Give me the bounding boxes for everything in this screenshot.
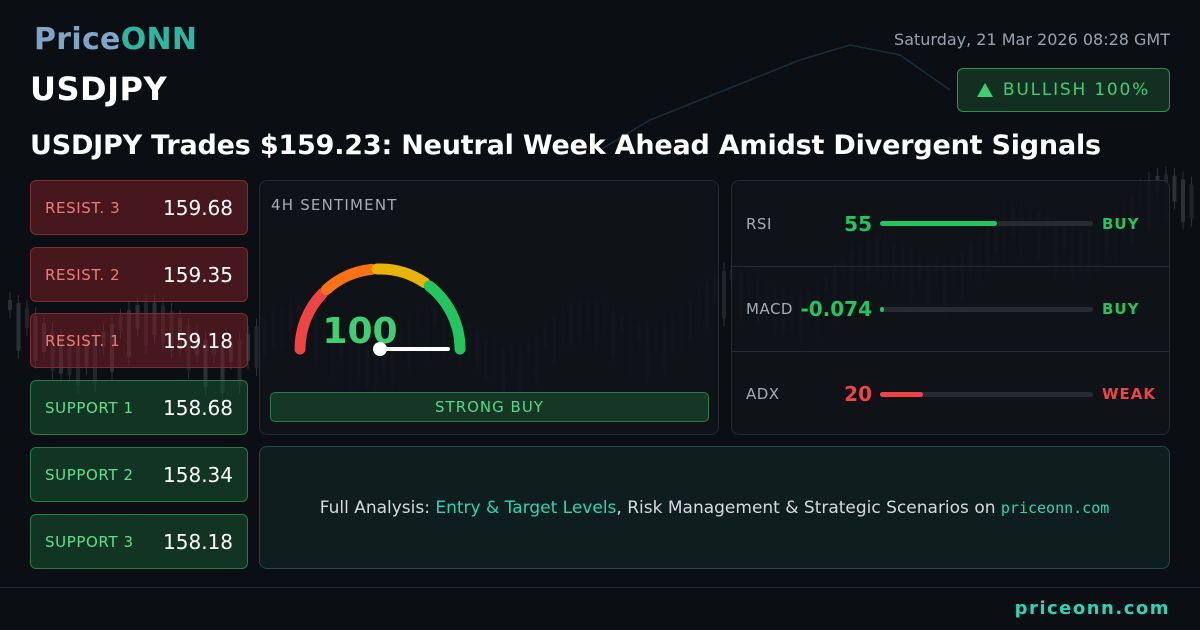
level-value: 158.68 — [163, 395, 233, 420]
bullish-badge: BULLISH 100% — [957, 68, 1170, 112]
level-label: SUPPORT 2 — [45, 465, 134, 484]
ticker-symbol: USDJPY — [30, 70, 168, 108]
indicators-panel: RSI 55 BUY MACD -0.074 BUY ADX 20 WEAK — [731, 180, 1170, 435]
level-value: 158.18 — [163, 529, 233, 554]
indicator-value: 55 — [844, 211, 872, 236]
indicator-name: MACD — [746, 300, 793, 318]
full-analysis-banner[interactable]: Full Analysis: Entry & Target Levels, Ri… — [259, 446, 1170, 569]
resistance-level-3: RESIST. 3 159.68 — [30, 180, 248, 235]
support-level-3: SUPPORT 3 158.18 — [30, 514, 248, 569]
sentiment-score: 100 — [322, 311, 397, 352]
level-label: SUPPORT 3 — [45, 532, 134, 551]
level-label: RESIST. 3 — [45, 198, 121, 217]
sentiment-gauge: 100 — [294, 263, 466, 356]
sentiment-title: 4H SENTIMENT — [271, 196, 398, 214]
indicator-value: 20 — [844, 382, 872, 406]
priceonn-logo: PriceONN — [34, 22, 198, 57]
resistance-level-1: RESIST. 1 159.18 — [30, 313, 248, 368]
level-label: RESIST. 1 — [45, 331, 121, 350]
level-value: 159.35 — [163, 262, 233, 287]
level-value: 159.18 — [163, 328, 233, 353]
level-value: 159.68 — [163, 195, 233, 220]
indicator-bar-track — [880, 306, 1093, 312]
timestamp: Saturday, 21 Mar 2026 08:28 GMT — [894, 30, 1170, 49]
sentiment-panel: 4H SENTIMENT 100 STRONG BUY — [259, 180, 719, 435]
support-level-2: SUPPORT 2 158.34 — [30, 447, 248, 502]
cta-prefix: Full Analysis: — [319, 497, 430, 518]
indicator-signal: BUY — [1102, 300, 1140, 318]
indicator-value: -0.074 — [800, 297, 872, 321]
indicator-row-macd: MACD -0.074 BUY — [732, 266, 1169, 351]
indicator-row-rsi: RSI 55 BUY — [732, 181, 1169, 266]
cta-highlight[interactable]: Entry & Target Levels — [435, 497, 617, 518]
sentiment-signal: STRONG BUY — [270, 392, 709, 422]
level-label: SUPPORT 1 — [45, 398, 134, 417]
cta-middle: , Risk Management & Strategic Scenarios … — [616, 497, 996, 518]
resistance-level-2: RESIST. 2 159.35 — [30, 247, 248, 302]
cta-site-link[interactable]: priceonn.com — [1000, 498, 1110, 517]
indicator-name: RSI — [746, 214, 772, 233]
support-level-1: SUPPORT 1 158.68 — [30, 380, 248, 435]
level-value: 158.34 — [163, 462, 233, 487]
footer-divider — [0, 587, 1200, 588]
indicator-name: ADX — [746, 385, 780, 403]
indicator-bar-fill — [880, 391, 923, 397]
indicator-row-adx: ADX 20 WEAK — [732, 351, 1169, 434]
indicator-bar-fill — [880, 306, 884, 312]
indicator-signal: WEAK — [1102, 385, 1157, 403]
headline: USDJPY Trades $159.23: Neutral Week Ahea… — [30, 130, 1101, 161]
footer-site-link[interactable]: priceonn.com — [1014, 598, 1170, 619]
level-label: RESIST. 2 — [45, 265, 121, 284]
indicator-bar-track — [880, 221, 1093, 226]
indicator-bar-fill — [880, 221, 997, 226]
indicator-signal: BUY — [1102, 214, 1140, 233]
indicator-bar-track — [880, 391, 1093, 397]
gauge-pivot — [373, 342, 387, 356]
bullish-badge-label: BULLISH 100% — [1002, 80, 1151, 100]
triangle-up-icon — [976, 83, 993, 97]
